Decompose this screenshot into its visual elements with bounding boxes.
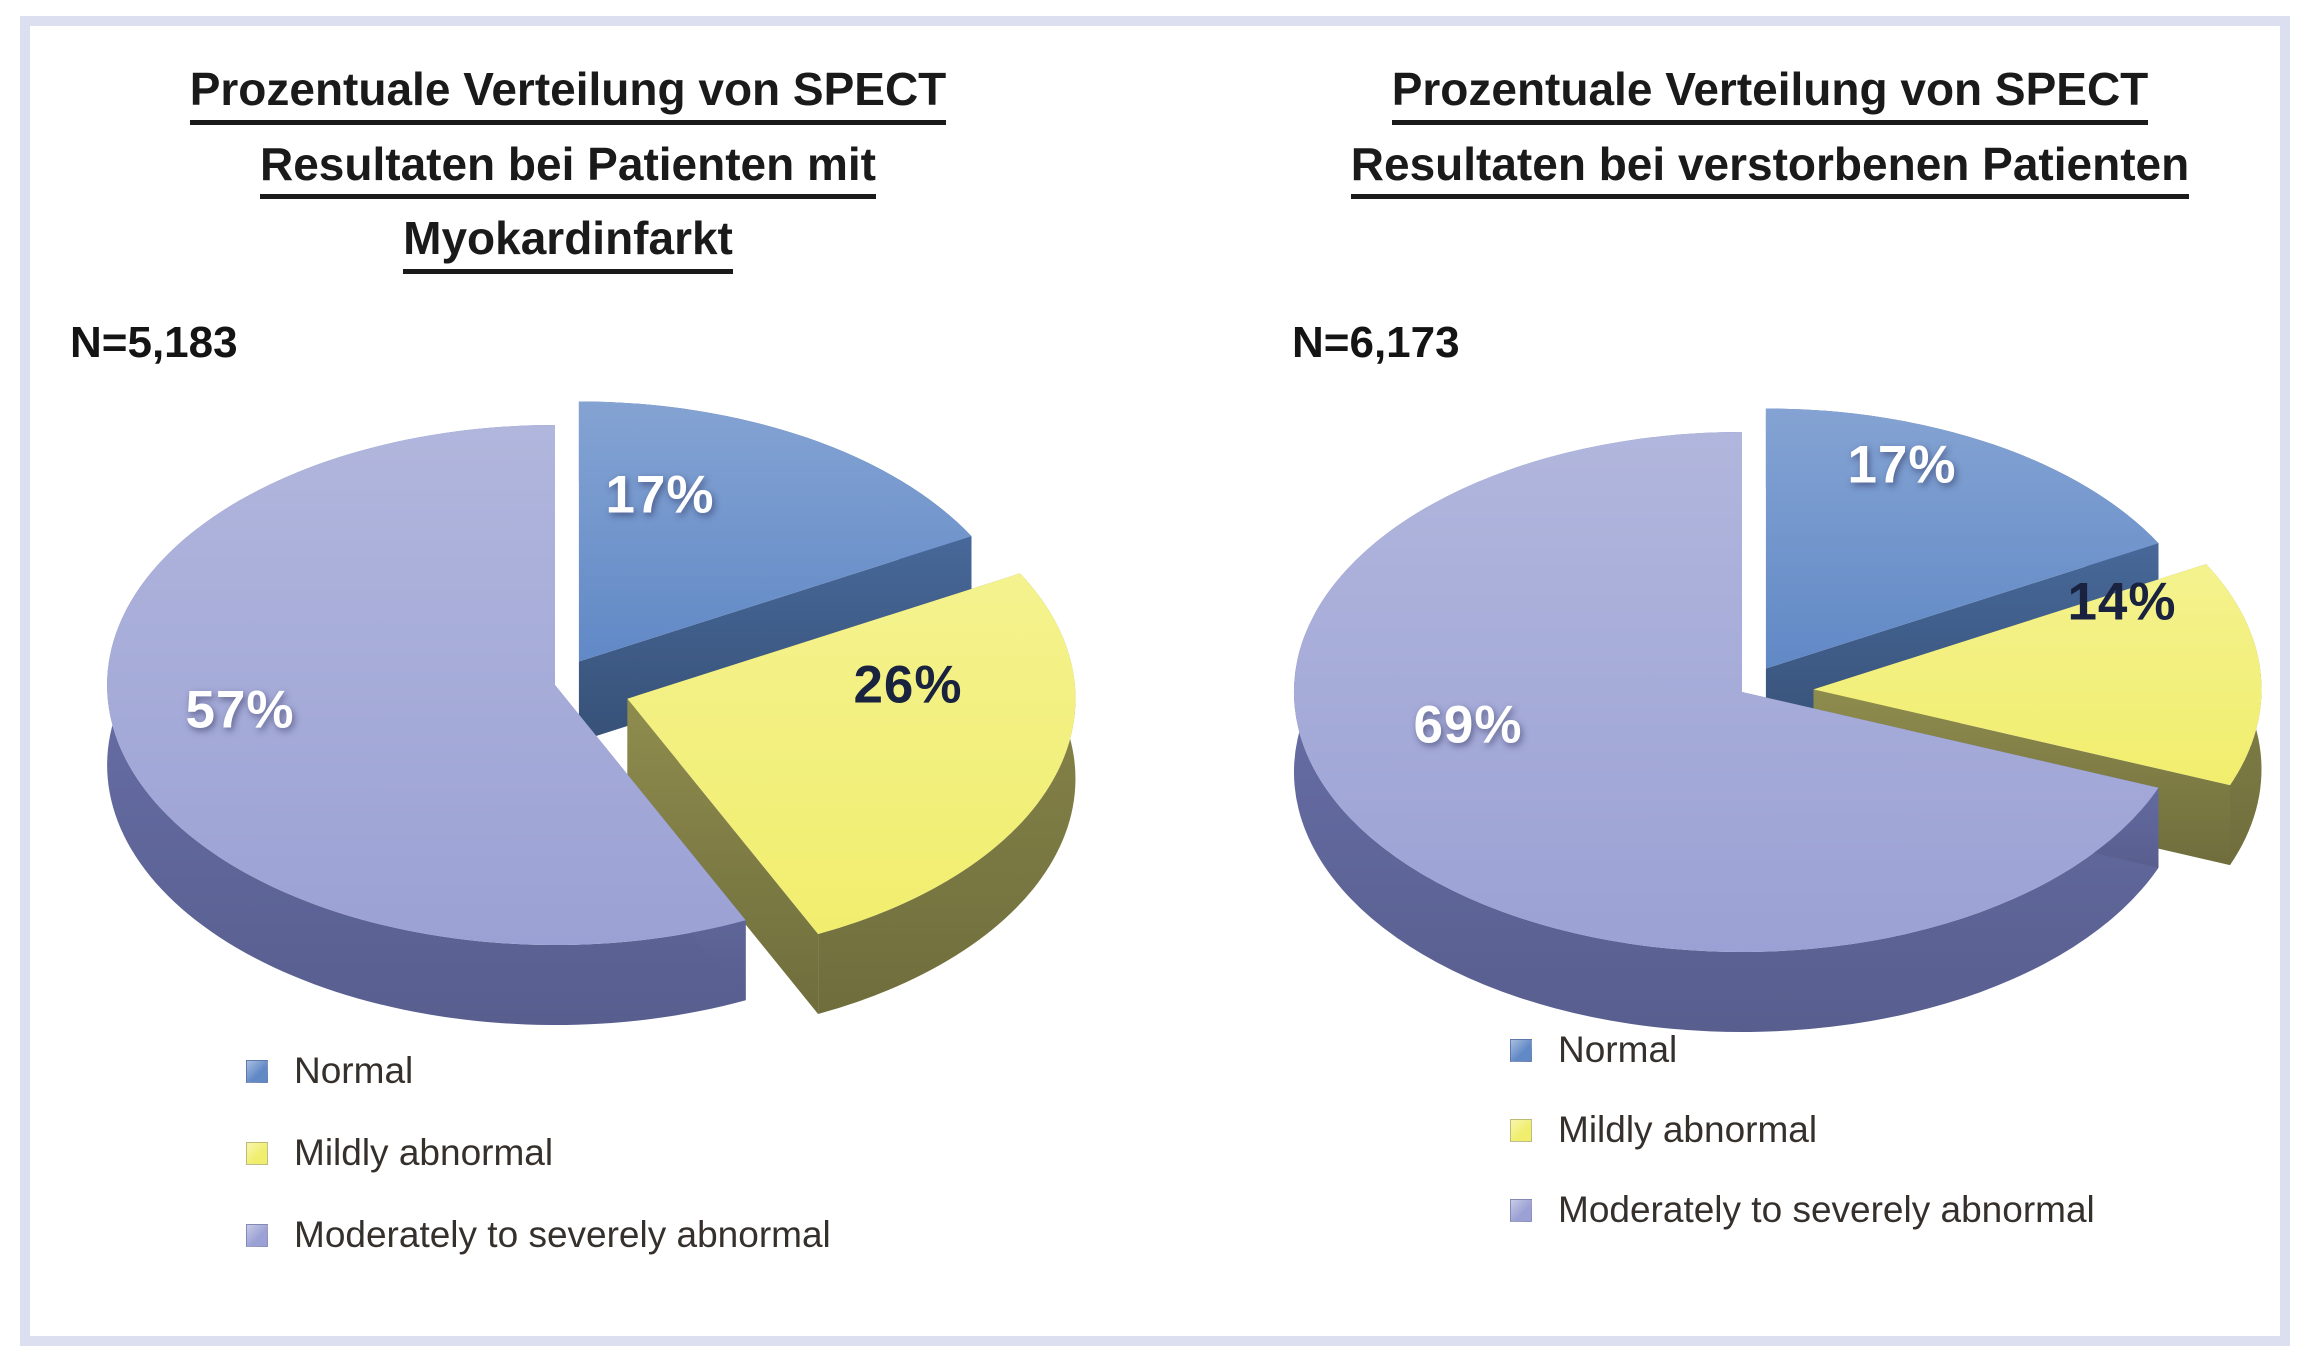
slice-percent-label: 17% <box>1847 435 1957 495</box>
legend-item: Normal <box>1510 1028 1677 1072</box>
title-line: Prozentuale Verteilung von SPECT <box>88 64 1048 125</box>
slice-percent-label: 14% <box>2067 572 2177 632</box>
pie-slice-moderately-to-severely-abnormal <box>107 425 746 1025</box>
slice-percent-label: 69% <box>1413 695 1523 755</box>
title-line: Resultaten bei verstorbenen Patienten <box>1268 138 2272 200</box>
legend-item: Mildly abnormal <box>1510 1108 1817 1152</box>
legend-item-label: Moderately to severely abnormal <box>294 1214 831 1255</box>
legend-item-label: Mildly abnormal <box>294 1132 554 1173</box>
title-line-text: Prozentuale Verteilung von SPECT <box>1391 64 2149 125</box>
title-line-text: Myokardinfarkt <box>403 213 733 274</box>
legend-item: Moderately to severely abnormal <box>1510 1188 2095 1232</box>
sample-size-label-left: N=5,183 <box>70 318 238 367</box>
legend-color-swatch <box>1510 1038 1532 1062</box>
legend-color-swatch <box>246 1059 268 1083</box>
chart-title-right: Prozentuale Verteilung von SPECT Resulta… <box>1268 64 2272 213</box>
title-line: Resultaten bei Patienten mit <box>88 138 1048 200</box>
legend-item: Moderately to severely abnormal <box>246 1213 831 1257</box>
title-line: Myokardinfarkt <box>88 213 1048 274</box>
legend-item-label: Normal <box>294 1050 414 1091</box>
pie-slice-mildly-abnormal <box>627 573 1076 1014</box>
legend-color-swatch <box>246 1141 268 1165</box>
title-line: Prozentuale Verteilung von SPECT <box>1268 64 2272 125</box>
slice-percent-label: 57% <box>185 680 295 740</box>
legend-color-swatch <box>246 1223 268 1247</box>
slice-percent-label: 17% <box>605 465 715 525</box>
legend-item: Normal <box>246 1049 413 1093</box>
title-line-text: Resultaten bei Patienten mit <box>259 138 876 200</box>
sample-size-label-right: N=6,173 <box>1292 318 1460 367</box>
slice-percent-label: 26% <box>853 655 963 715</box>
title-line-text: Resultaten bei verstorbenen Patienten <box>1350 138 2190 200</box>
legend-item: Mildly abnormal <box>246 1131 553 1175</box>
legend-color-swatch <box>1510 1118 1532 1142</box>
legend-item-label: Mildly abnormal <box>1558 1109 1818 1150</box>
legend-color-swatch <box>1510 1198 1532 1222</box>
legend-item-label: Moderately to severely abnormal <box>1558 1189 2095 1230</box>
legend-item-label: Normal <box>1558 1029 1678 1070</box>
pie-slice-moderately-to-severely-abnormal <box>1293 432 2159 1033</box>
chart-title-left: Prozentuale Verteilung von SPECT Resulta… <box>88 64 1048 288</box>
figure-border-frame <box>20 16 2290 1346</box>
title-line-text: Prozentuale Verteilung von SPECT <box>189 64 947 125</box>
